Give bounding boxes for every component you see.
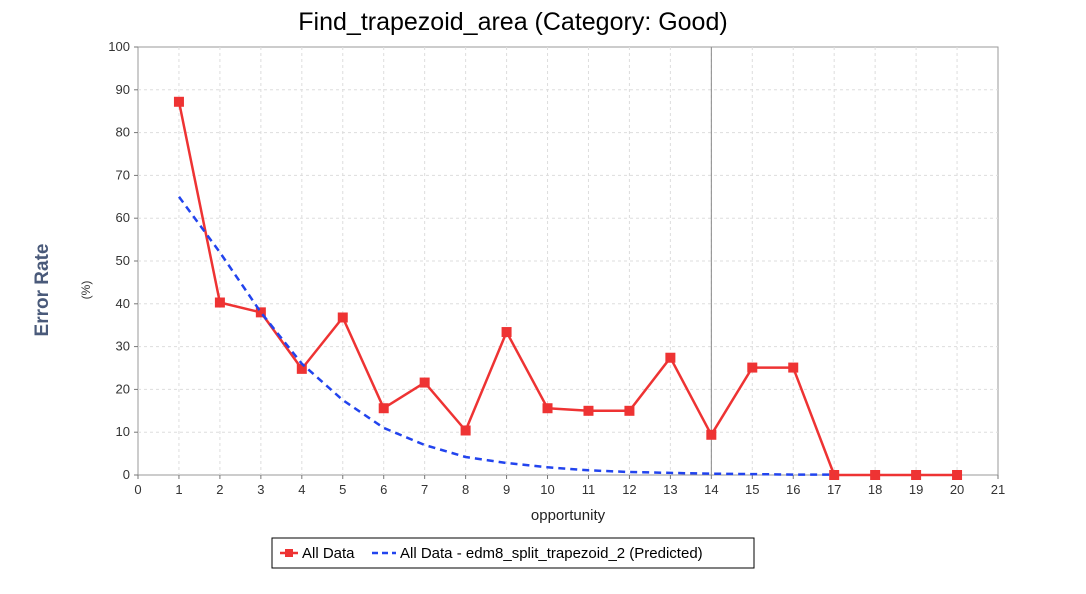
x-tick-label: 20 <box>950 482 964 497</box>
grid <box>138 47 998 475</box>
series-line-0 <box>177 101 957 477</box>
legend: All Data All Data - edm8_split_trapezoid… <box>271 537 755 569</box>
x-tick-label: 11 <box>582 482 596 497</box>
series-0-point <box>296 363 307 374</box>
legend-label-all-data: All Data <box>302 545 355 562</box>
x-tick-label: 5 <box>339 482 346 497</box>
series-0-point <box>214 297 225 308</box>
y-tick-label: 70 <box>116 167 130 182</box>
x-tick-label: 12 <box>622 482 636 497</box>
series-line-1 <box>177 196 835 476</box>
y-tick-label: 0 <box>123 467 130 482</box>
y-axis-unit: (%) <box>79 281 93 300</box>
x-tick-label: 10 <box>540 482 554 497</box>
y-axis-label: Error Rate <box>32 244 53 337</box>
y-tick-label: 30 <box>116 339 130 354</box>
x-tick-label: 3 <box>257 482 264 497</box>
x-tick-label: 6 <box>380 482 387 497</box>
y-tick-label: 100 <box>108 39 130 54</box>
x-tick-label: 9 <box>503 482 510 497</box>
x-tick-label: 19 <box>909 482 923 497</box>
x-tick-label: 21 <box>991 482 1005 497</box>
series-0-point <box>624 405 635 416</box>
x-tick-label: 4 <box>298 482 305 497</box>
series-0-point <box>255 307 266 318</box>
series-0-point <box>952 470 963 480</box>
x-tick-label: 8 <box>462 482 469 497</box>
series-layer <box>173 96 963 480</box>
x-tick-label: 18 <box>868 482 882 497</box>
series-0-point <box>501 327 512 338</box>
legend-box <box>271 537 755 569</box>
series-0-point <box>173 96 184 107</box>
y-tick-label: 10 <box>116 424 130 439</box>
x-tick-label: 7 <box>421 482 428 497</box>
legend-label-predicted: All Data - edm8_split_trapezoid_2 (Predi… <box>400 545 703 562</box>
series-0-point <box>419 377 430 388</box>
series-0-point <box>706 429 717 440</box>
series-0-point <box>460 425 471 436</box>
x-tick-label: 16 <box>786 482 800 497</box>
y-tick-label: 40 <box>116 296 130 311</box>
x-tick-label: 14 <box>704 482 718 497</box>
series-0-point <box>911 470 922 480</box>
legend-marker-all-data <box>285 549 293 557</box>
series-0-point <box>870 470 881 480</box>
x-tick-label: 0 <box>134 482 141 497</box>
series-0-point <box>378 403 389 414</box>
y-tick-label: 90 <box>116 82 130 97</box>
y-tick-label: 20 <box>116 381 130 396</box>
series-0-point <box>747 362 758 373</box>
series-0-point <box>542 403 553 414</box>
x-tick-label: 1 <box>175 482 182 497</box>
y-tick-label: 60 <box>116 210 130 225</box>
series-0-point <box>583 405 594 416</box>
x-tick-label: 13 <box>663 482 677 497</box>
x-tick-label: 2 <box>216 482 223 497</box>
x-tick-label: 17 <box>827 482 841 497</box>
series-0-point <box>788 362 799 373</box>
series-0-point <box>337 312 348 323</box>
x-tick-label: 15 <box>745 482 759 497</box>
y-tick-label: 50 <box>116 253 130 268</box>
y-tick-label: 80 <box>116 125 130 140</box>
series-0-point <box>665 352 676 363</box>
chart-title: Find_trapezoid_area (Category: Good) <box>298 8 727 36</box>
x-axis-label: opportunity <box>531 507 606 524</box>
